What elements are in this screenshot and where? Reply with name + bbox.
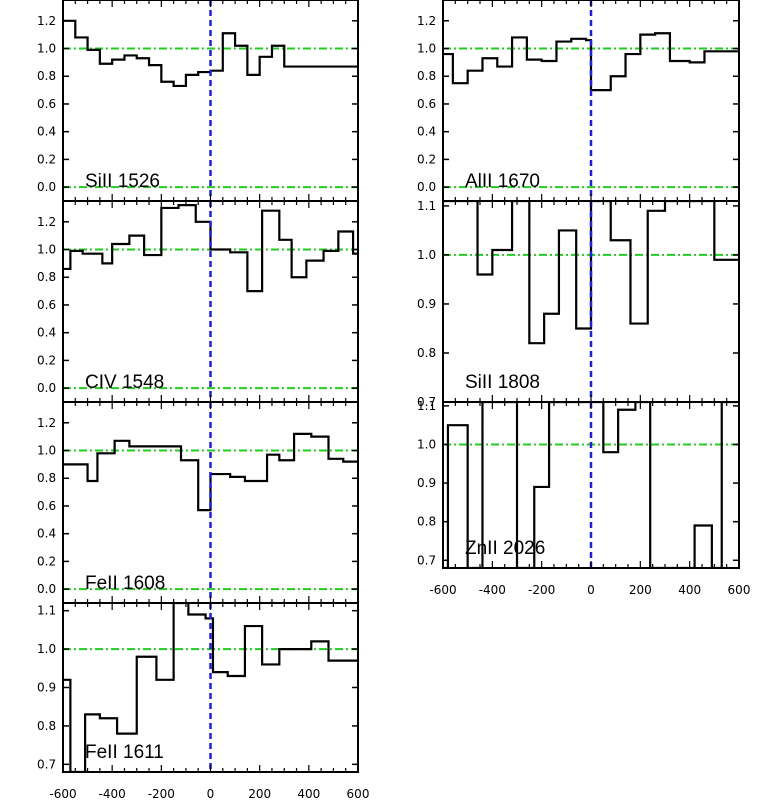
transition-label: SiII 1526 <box>85 171 160 192</box>
spectrum-series <box>63 603 358 772</box>
y-tick-label: 0.7 <box>417 395 436 409</box>
x-tick-label: -200 <box>148 787 175 801</box>
y-tick-label: 0.2 <box>37 152 56 166</box>
x-tick-label: 400 <box>297 787 320 801</box>
panel-3: 0.7 0.8 0.9 1.0 1.1 SiII 1808 <box>417 199 740 409</box>
y-tick-label: 0.9 <box>417 297 436 311</box>
y-tick-label: 1.0 <box>417 42 436 56</box>
y-tick-label: 0.2 <box>37 353 56 367</box>
spectrum-series <box>63 432 358 512</box>
x-tick-label: -600 <box>429 583 456 597</box>
x-tick-label: -400 <box>479 583 506 597</box>
y-tick-label: 0.8 <box>417 69 436 83</box>
spectrum-series <box>63 204 358 293</box>
y-tick-label: 1.0 <box>37 642 56 656</box>
x-tick-label: 0 <box>587 583 595 597</box>
x-tick-label: 600 <box>728 583 751 597</box>
y-tick-label: 0.6 <box>417 97 436 111</box>
y-tick-label: 1.0 <box>37 243 56 257</box>
transition-label: FeII 1608 <box>85 573 165 594</box>
y-tick-label: 0.8 <box>37 719 56 733</box>
y-tick-label: 0.2 <box>417 152 436 166</box>
transition-label: SiII 1808 <box>465 372 540 393</box>
y-tick-label: 1.2 <box>417 14 436 28</box>
y-tick-label: 1.1 <box>417 199 436 213</box>
y-tick-label: 0.4 <box>417 125 436 139</box>
transition-label: AlII 1670 <box>465 171 540 192</box>
y-tick-label: 0.4 <box>37 527 56 541</box>
panel-0: 0.0 0.2 0.4 0.6 0.8 1.0 1.2 SiII 1526 <box>37 0 359 202</box>
transition-label: ZnII 2026 <box>465 538 545 559</box>
x-tick-label: -600 <box>49 787 76 801</box>
y-tick-label: 1.2 <box>37 14 56 28</box>
y-tick-label: 0.9 <box>417 476 436 490</box>
panel-5: 0.7 0.8 0.9 1.0 1.1 -600 -400 -200 0 200 400 600 ZnI… <box>417 399 750 597</box>
y-tick-label: 0.2 <box>37 554 56 568</box>
panel-6: 0.7 0.8 0.9 1.0 1.1 -600 -400 -200 0 200 400 600 FeI… <box>37 602 370 801</box>
panel-4: 0.0 0.2 0.4 0.6 0.8 1.0 1.2 FeII 1608 <box>37 401 359 604</box>
spectrum-series <box>443 201 739 345</box>
y-tick-label: 1.2 <box>37 215 56 229</box>
spectrum-series <box>63 19 358 88</box>
y-tick-label: 1.0 <box>37 444 56 458</box>
y-tick-label: 1.2 <box>37 416 56 430</box>
y-tick-label: 0.0 <box>37 180 56 194</box>
y-tick-label: 0.0 <box>37 381 56 395</box>
transition-label: CIV 1548 <box>85 372 164 393</box>
y-tick-label: 0.6 <box>37 499 56 513</box>
y-tick-label: 0.4 <box>37 326 56 340</box>
x-tick-label: 200 <box>629 583 652 597</box>
x-tick-label: 0 <box>207 787 215 801</box>
x-tick-label: 600 <box>347 787 370 801</box>
x-tick-label: -200 <box>528 583 555 597</box>
y-tick-label: 0.8 <box>37 270 56 284</box>
x-tick-label: -400 <box>99 787 126 801</box>
y-tick-label: 0.8 <box>37 69 56 83</box>
transition-label: FeII 1611 <box>85 742 164 763</box>
y-tick-label: 1.1 <box>37 604 56 618</box>
spectrum-series <box>443 402 739 568</box>
y-tick-label: 0.4 <box>37 125 56 139</box>
y-tick-label: 0.8 <box>37 471 56 485</box>
panel-1: 0.0 0.2 0.4 0.6 0.8 1.0 1.2 AlII 1670 <box>417 0 740 202</box>
y-tick-label: 0.7 <box>37 757 56 771</box>
y-tick-label: 0.6 <box>37 97 56 111</box>
y-tick-label: 0.9 <box>37 681 56 695</box>
spectrum-series <box>443 32 739 92</box>
y-tick-label: 1.0 <box>417 248 436 262</box>
y-tick-label: 0.6 <box>37 298 56 312</box>
y-tick-label: 1.0 <box>37 42 56 56</box>
y-tick-label: 0.0 <box>417 180 436 194</box>
y-tick-label: 0.7 <box>417 553 436 567</box>
y-tick-label: 0.0 <box>37 582 56 596</box>
x-tick-label: 400 <box>678 583 701 597</box>
y-tick-label: 0.8 <box>417 346 436 360</box>
panel-2: 0.0 0.2 0.4 0.6 0.8 1.0 1.2 CIV 1548 <box>37 200 359 403</box>
y-tick-label: 0.8 <box>417 515 436 529</box>
y-tick-label: 1.0 <box>417 437 436 451</box>
x-tick-label: 200 <box>248 787 271 801</box>
y-tick-label: 1.1 <box>417 399 436 413</box>
